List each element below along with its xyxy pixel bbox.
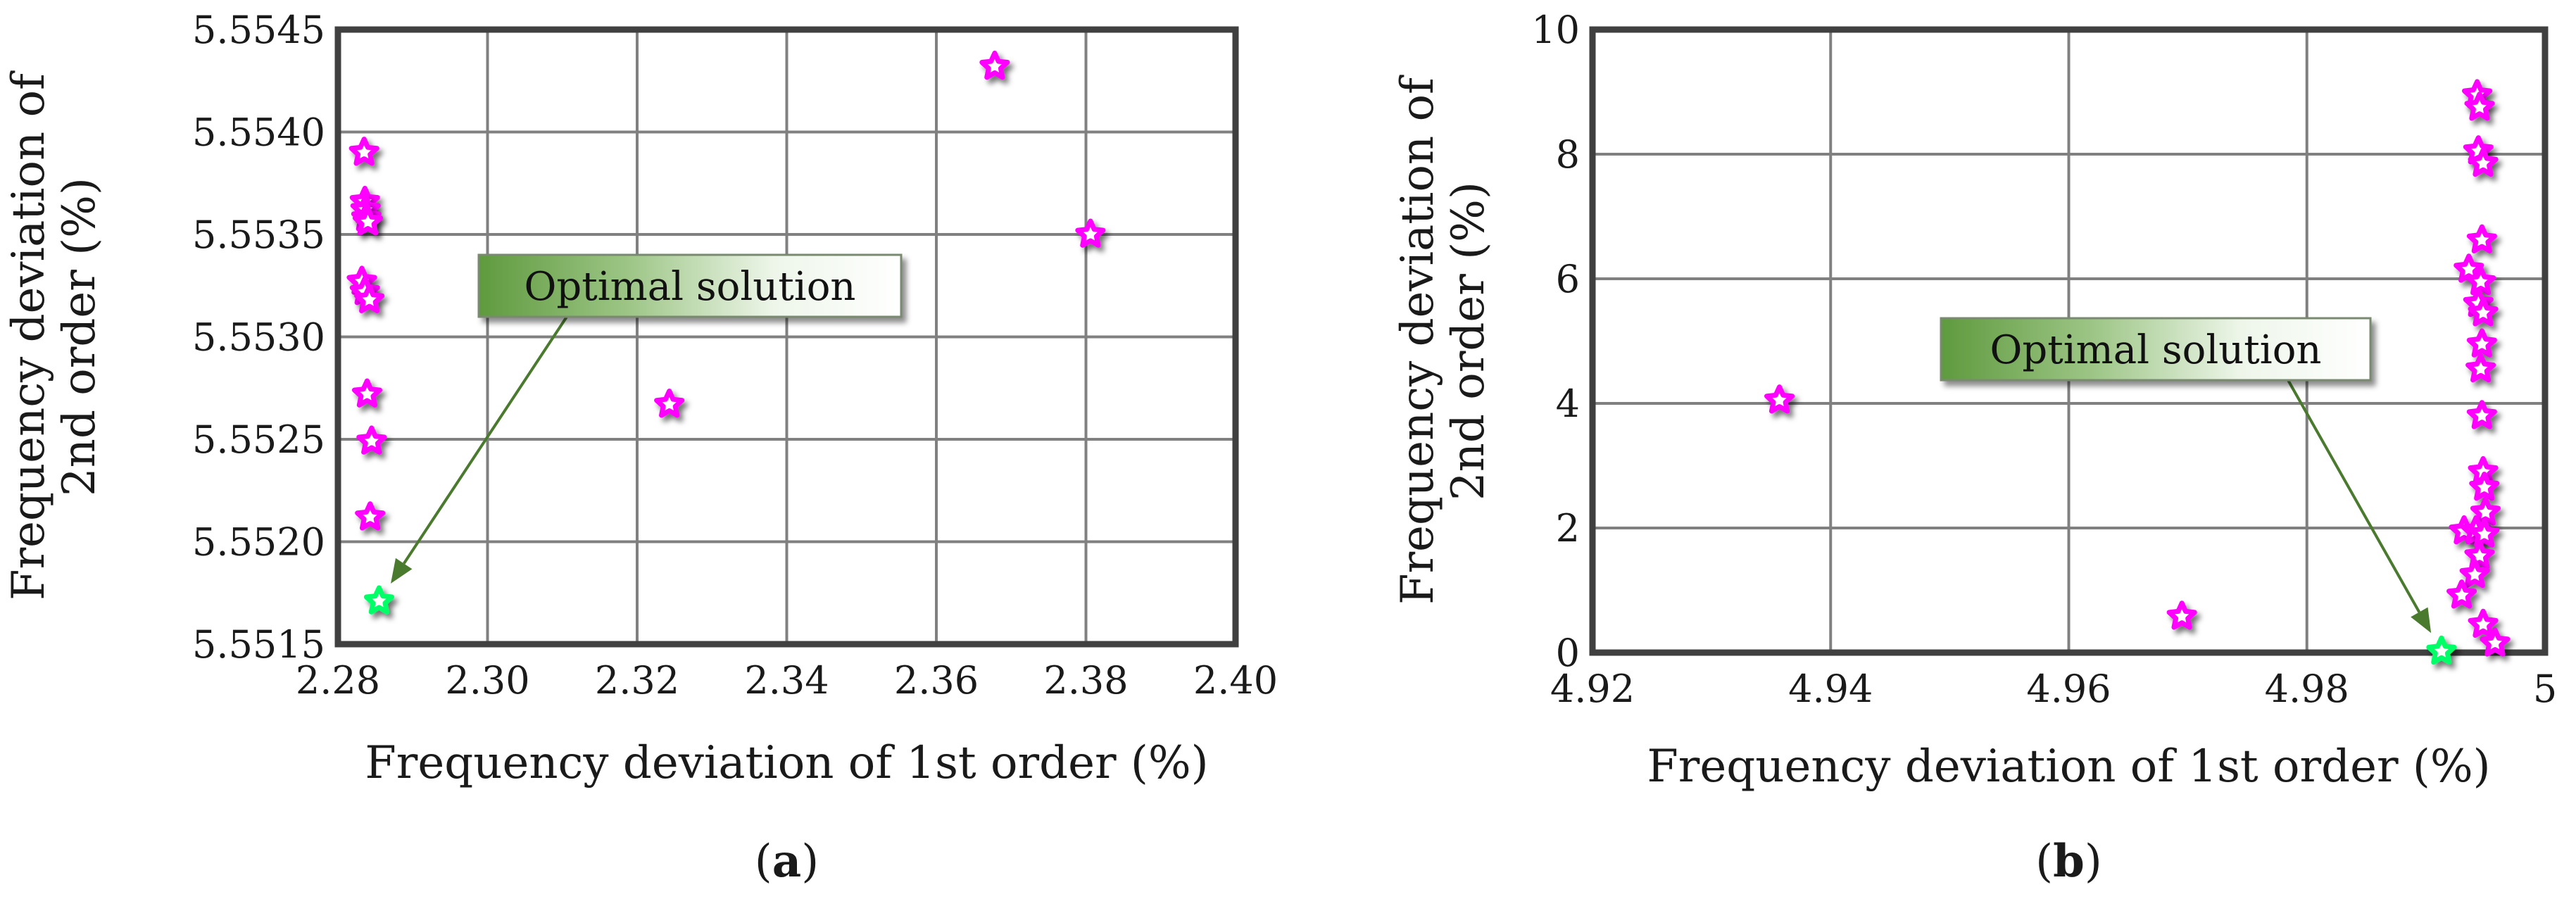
y-tick-label: 4 bbox=[1556, 382, 1580, 426]
y-axis-title-line: 2nd order (%) bbox=[54, 177, 106, 496]
panel-label-b: (b) bbox=[2035, 835, 2102, 888]
data-point bbox=[2446, 579, 2477, 609]
data-point bbox=[2464, 92, 2495, 121]
y-tick-label: 5.5535 bbox=[192, 213, 325, 257]
optimal-point-b bbox=[2426, 635, 2457, 665]
callout-arrow-a bbox=[403, 315, 568, 565]
data-point bbox=[355, 501, 386, 531]
panel-label-a: (a) bbox=[755, 835, 819, 888]
data-point bbox=[1075, 218, 1106, 248]
x-tick-label: 4.94 bbox=[1788, 667, 1873, 711]
y-tick-label: 6 bbox=[1556, 257, 1580, 301]
callout-box-a bbox=[477, 253, 903, 318]
x-tick-label: 5 bbox=[2533, 667, 2557, 711]
callout-text-b: Optimal solution bbox=[1990, 327, 2322, 373]
x-tick-label: 2.34 bbox=[744, 658, 829, 703]
data-point bbox=[2466, 224, 2497, 253]
y-axis-title-line: Frequency deviation of bbox=[1392, 75, 1444, 605]
y-tick-label: 2 bbox=[1556, 506, 1580, 551]
callout-arrowhead-a bbox=[391, 558, 413, 584]
panel-label-letter: a bbox=[772, 835, 801, 888]
data-point bbox=[2469, 472, 2500, 501]
gridlines-a bbox=[337, 28, 1237, 646]
y-tick-label: 10 bbox=[1531, 8, 1580, 52]
data-point bbox=[2465, 353, 2496, 383]
optimal-point-a bbox=[363, 585, 394, 615]
y-tick-label: 8 bbox=[1556, 132, 1580, 177]
callout-box-b bbox=[1940, 317, 2372, 382]
y-axis-title-line: 2nd order (%) bbox=[1443, 182, 1495, 501]
data-point bbox=[2466, 328, 2497, 358]
y-tick-labels-a: 5.5515 5.5520 5.5525 5.5530 5.5535 5.5540 5.55… bbox=[192, 8, 325, 667]
callout-arrow-b bbox=[2287, 379, 2421, 613]
data-point bbox=[354, 284, 385, 313]
chart-panel-b: 4.92 4.94 4.96 4.98 5 0 2 4 6 8 10 Optimal soluti… bbox=[1392, 8, 2557, 888]
data-point bbox=[2459, 558, 2490, 589]
optimal-data-point bbox=[363, 585, 394, 615]
y-tick-label: 5.5545 bbox=[192, 8, 325, 52]
data-point bbox=[2469, 518, 2500, 548]
x-tick-label: 2.32 bbox=[595, 658, 679, 703]
data-point bbox=[348, 137, 379, 166]
points-a bbox=[346, 50, 1106, 531]
x-tick-label: 2.30 bbox=[445, 658, 529, 703]
x-tick-label: 4.92 bbox=[1550, 667, 1635, 711]
data-point bbox=[2465, 265, 2496, 296]
y-tick-label: 5.5515 bbox=[192, 622, 325, 667]
y-tick-label: 5.5530 bbox=[192, 315, 325, 360]
y-tick-label: 5.5540 bbox=[192, 111, 325, 155]
data-point bbox=[356, 425, 387, 455]
panel-label-paren: ) bbox=[2085, 836, 2102, 888]
data-point bbox=[2166, 601, 2197, 630]
data-point bbox=[1764, 384, 1795, 414]
x-axis-title-b: Frequency deviation of 1st order (%) bbox=[1647, 741, 2490, 793]
plot-frame-a bbox=[334, 26, 1239, 648]
y-axis-title-line: Frequency deviation of bbox=[3, 70, 55, 601]
callout-text-a: Optimal solution bbox=[524, 264, 856, 310]
data-point bbox=[2468, 297, 2499, 327]
y-axis-title-b: Frequency deviation of2nd order (%) bbox=[1392, 75, 1495, 605]
y-tick-labels-b: 0 2 4 6 8 10 bbox=[1531, 8, 1580, 675]
panel-label-letter: b bbox=[2053, 835, 2085, 888]
x-tick-labels-b: 4.92 4.94 4.96 4.98 5 bbox=[1550, 667, 2557, 711]
callout-a: Optimal solution bbox=[391, 253, 903, 584]
x-tick-label: 2.28 bbox=[296, 658, 380, 703]
panel-label-paren: ( bbox=[2035, 836, 2053, 888]
data-point bbox=[351, 378, 382, 408]
x-axis-title-a: Frequency deviation of 1st order (%) bbox=[365, 737, 1208, 789]
data-point bbox=[2466, 400, 2497, 429]
callout-b: Optimal solution bbox=[1940, 317, 2432, 634]
panel-label-paren: ) bbox=[801, 836, 819, 888]
data-point bbox=[654, 389, 685, 418]
x-tick-label: 4.96 bbox=[2026, 667, 2111, 711]
x-tick-label: 2.40 bbox=[1193, 658, 1278, 703]
x-tick-labels-a: 2.28 2.30 2.32 2.34 2.36 2.38 2.40 bbox=[296, 658, 1278, 703]
x-tick-label: 2.38 bbox=[1043, 658, 1128, 703]
callout-arrowhead-b bbox=[2411, 607, 2432, 634]
data-point bbox=[352, 206, 384, 236]
data-point bbox=[979, 50, 1010, 80]
optimal-data-point bbox=[2426, 635, 2457, 665]
plot-frame-b bbox=[1589, 26, 2549, 656]
points-b bbox=[1764, 79, 2511, 657]
y-tick-label: 5.5525 bbox=[192, 417, 325, 462]
data-point bbox=[2468, 147, 2499, 177]
x-tick-label: 4.98 bbox=[2265, 667, 2349, 711]
y-axis-title-a: Frequency deviation of2nd order (%) bbox=[3, 70, 106, 601]
y-tick-label: 0 bbox=[1556, 631, 1580, 675]
data-point bbox=[2468, 608, 2499, 638]
data-point bbox=[2464, 540, 2495, 570]
x-tick-label: 2.36 bbox=[894, 658, 979, 703]
panel-label-paren: ( bbox=[755, 836, 772, 888]
y-tick-label: 5.5520 bbox=[192, 520, 325, 565]
chart-panel-a: 2.28 2.30 2.32 2.34 2.36 2.38 2.40 5.5515 5.552… bbox=[3, 8, 1278, 888]
data-point bbox=[2480, 627, 2511, 657]
